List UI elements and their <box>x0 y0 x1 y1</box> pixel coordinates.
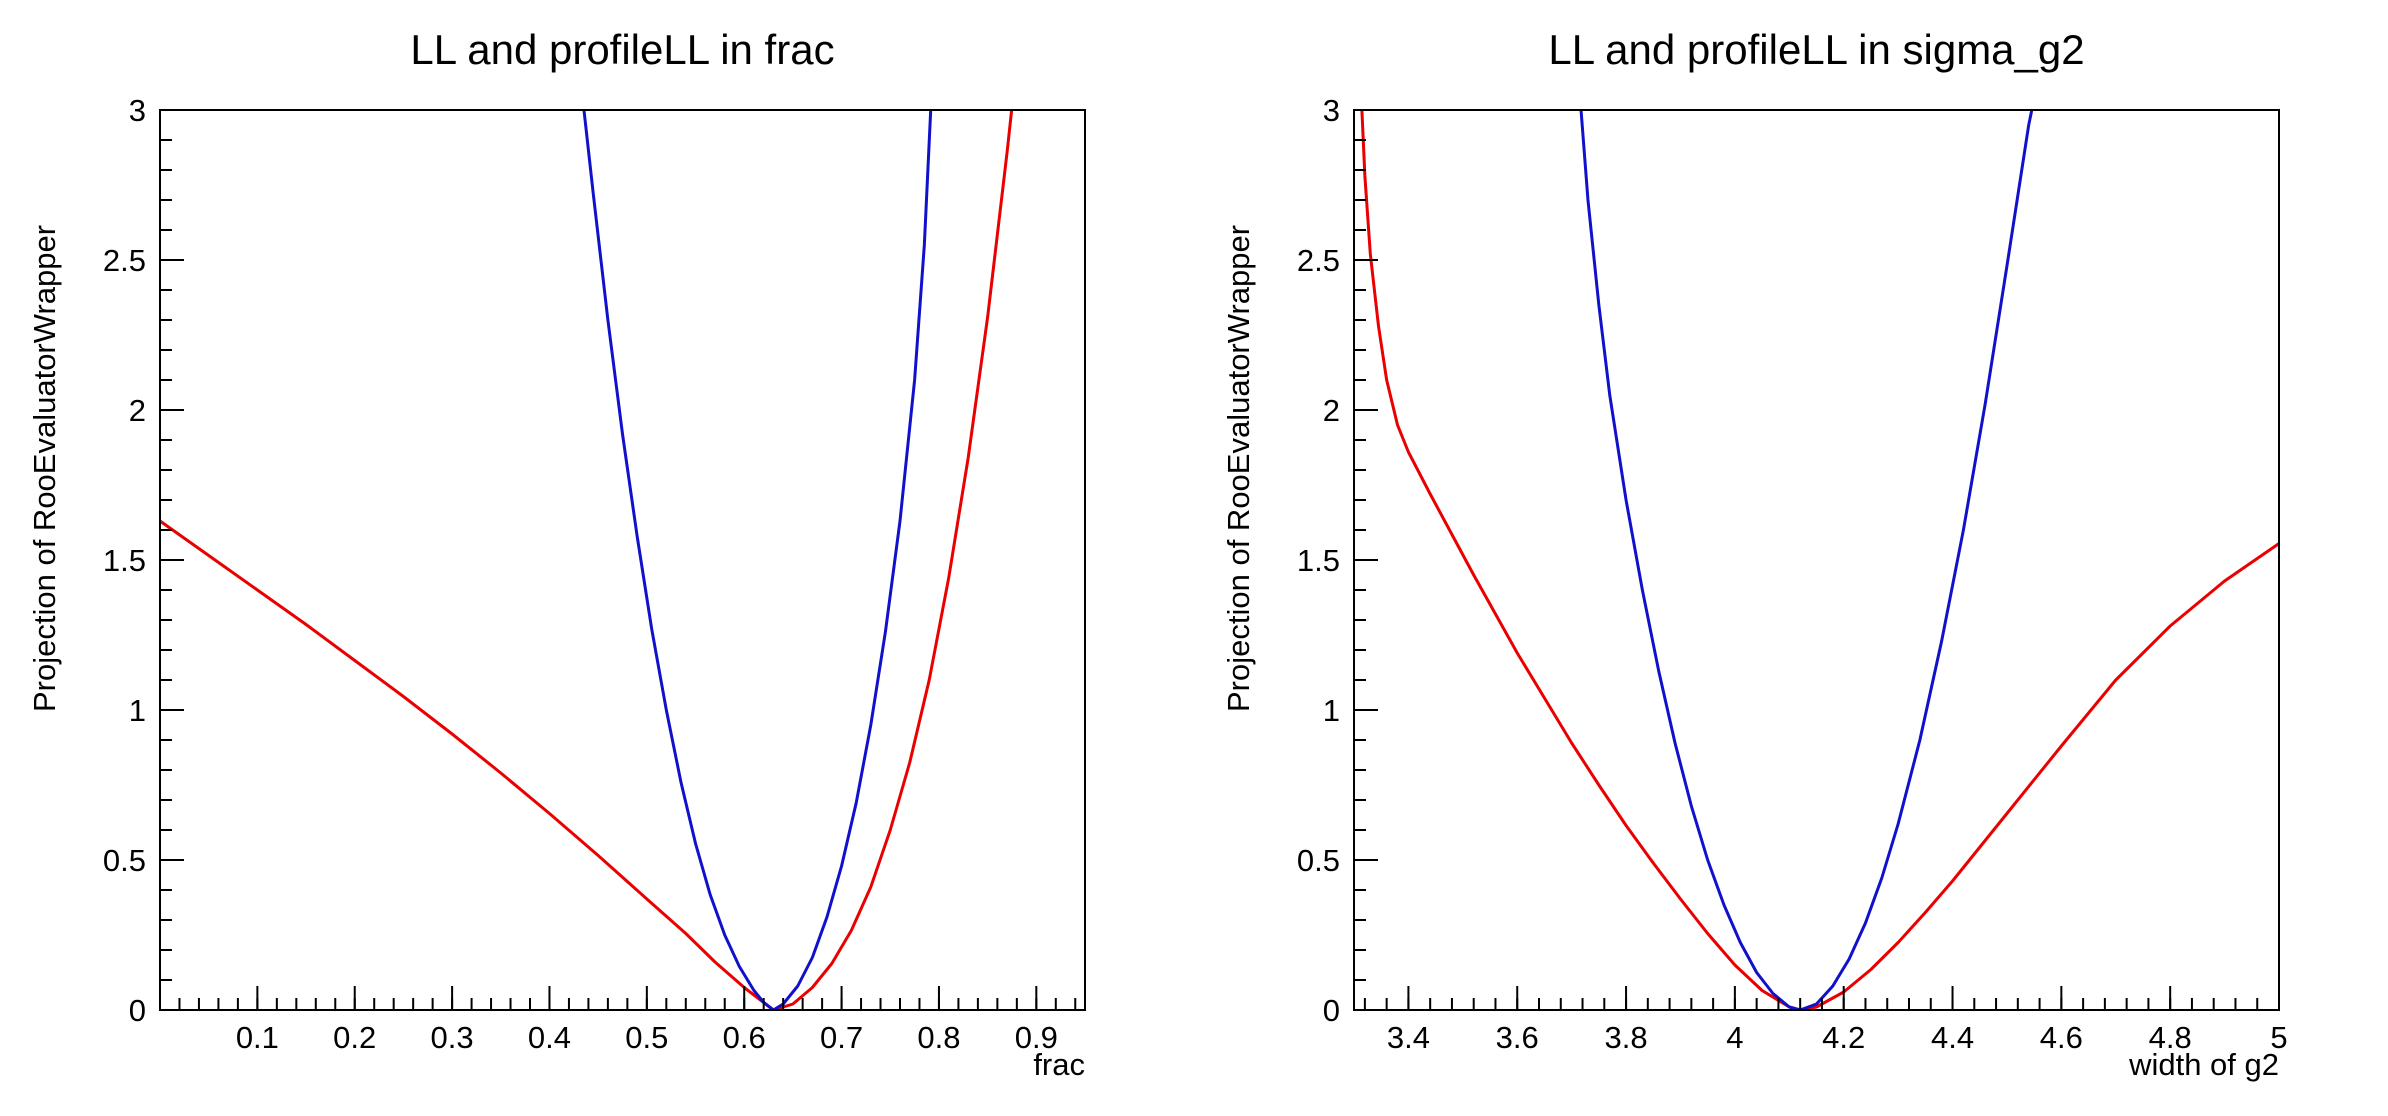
y-tick-label: 3 <box>1323 93 1340 128</box>
pad-sigma-g2: LL and profileLL in sigma_g2 Projection … <box>1194 0 2388 1116</box>
plot-area-frac[interactable]: 0.1 0.2 0.3 0.4 0.5 0.6 0.7 0.8 0.9 0 0.5 1 1.5 2 2.5 3 <box>0 0 1194 1116</box>
x-tick-label: 5 <box>2270 1020 2287 1055</box>
x-tick-label: 3.4 <box>1387 1020 1430 1055</box>
y-tick-label: 0.5 <box>103 843 146 878</box>
plot-frame <box>1353 109 2280 1011</box>
x-tick-label: 3.8 <box>1605 1020 1648 1055</box>
x-tick-label: 0.9 <box>1015 1020 1058 1055</box>
plot-title-frac: LL and profileLL in frac <box>410 26 835 73</box>
y-tick-label: 1.5 <box>103 543 146 578</box>
x-tick-label: 0.2 <box>333 1020 376 1055</box>
y-tick-label: 1 <box>129 693 146 728</box>
x-tick-label: 4.6 <box>2040 1020 2083 1055</box>
y-tick-label: 0.5 <box>1297 843 1340 878</box>
x-axis-title-sigma-g2: width of g2 <box>2129 1047 2279 1082</box>
y-tick-label: 2.5 <box>1297 243 1340 278</box>
plot-title-sigma-g2: LL and profileLL in sigma_g2 <box>1548 26 2085 73</box>
y-tick-label: 1.5 <box>1297 543 1340 578</box>
x-tick-label: 0.7 <box>820 1020 863 1055</box>
pad-frac: LL and profileLL in frac Projection of R… <box>0 0 1194 1116</box>
x-tick-label: 4.2 <box>1822 1020 1865 1055</box>
profilell-curve <box>582 110 933 1010</box>
x-tick-label: 0.5 <box>625 1020 668 1055</box>
y-tick-label: 2 <box>1323 393 1340 428</box>
x-tick-label: 4.4 <box>1931 1020 1974 1055</box>
y-tick-label: 0 <box>129 993 146 1028</box>
x-tick-label: 3.6 <box>1496 1020 1539 1055</box>
ll-curve <box>160 110 1014 1010</box>
ll-curve <box>1360 110 2279 1010</box>
x-tick-label: 0.3 <box>431 1020 474 1055</box>
profilell-curve <box>1579 110 2034 1010</box>
x-tick-label: 0.6 <box>723 1020 766 1055</box>
x-tick-label: 0.8 <box>917 1020 960 1055</box>
x-tick-label: 0.1 <box>236 1020 279 1055</box>
x-axis-title-frac: frac <box>1033 1047 1085 1082</box>
plot-frame <box>159 109 1086 1011</box>
x-tick-label: 4.8 <box>2149 1020 2192 1055</box>
x-tick-label: 0.4 <box>528 1020 571 1055</box>
y-tick-label: 0 <box>1323 993 1340 1028</box>
x-tick-label: 4 <box>1726 1020 1743 1055</box>
y-tick-label: 2 <box>129 393 146 428</box>
y-tick-label: 1 <box>1323 693 1340 728</box>
y-tick-label: 3 <box>129 93 146 128</box>
plot-area-sigma-g2[interactable]: 3.4 3.6 3.8 4 4.2 4.4 4.6 4.8 5 0 0.5 1 1.5 2 2.5 3 <box>1194 0 2388 1116</box>
y-tick-label: 2.5 <box>103 243 146 278</box>
